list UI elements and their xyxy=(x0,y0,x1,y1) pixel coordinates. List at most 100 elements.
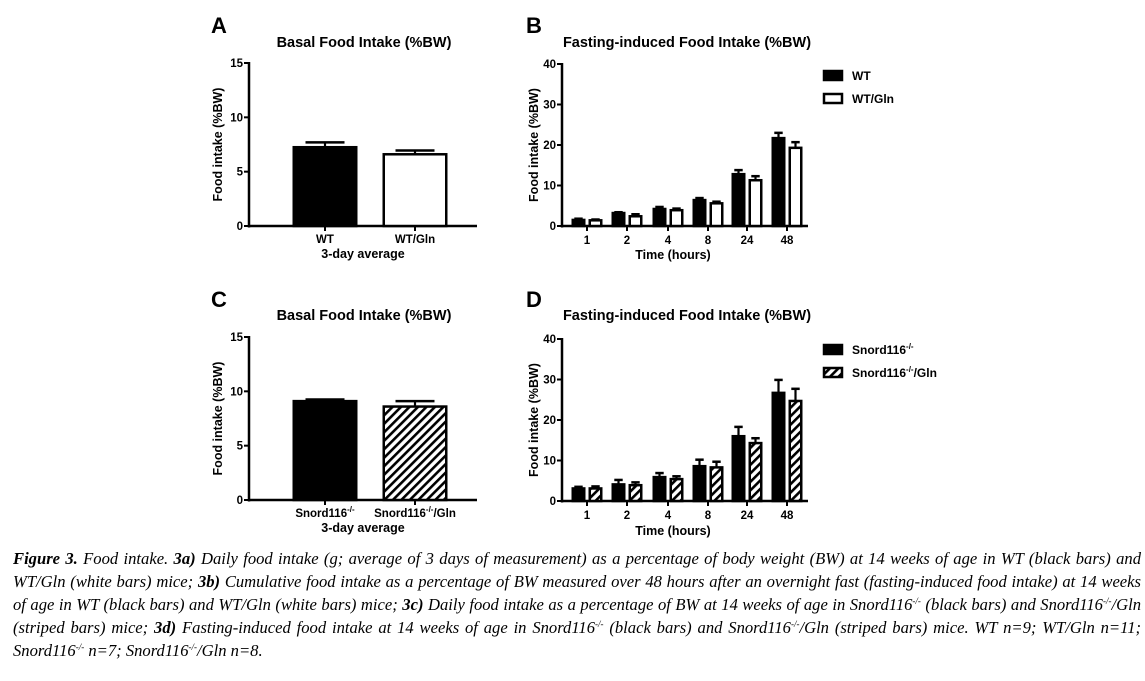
y-tick-label: 30 xyxy=(543,375,556,387)
caption-text: Cumulative food intake as a percentage o… xyxy=(13,572,1141,614)
x-tick-label: 4 xyxy=(665,510,672,522)
caption-bold: 3a) xyxy=(173,549,196,568)
chart-title: Basal Food Intake (%BW) xyxy=(277,308,452,324)
y-axis-label: Food intake (%BW) xyxy=(527,363,541,477)
panel-a: A Basal Food Intake (%BW) 0 5 10 15 Food intak… xyxy=(211,13,477,261)
bar xyxy=(292,145,358,228)
x-axis-label: Time (hours) xyxy=(635,524,710,538)
y-tick-label: 0 xyxy=(550,221,556,233)
caption-superscript: -/- xyxy=(75,642,85,652)
y-tick-label: 30 xyxy=(543,100,556,112)
y-tick-label: 0 xyxy=(550,496,556,508)
x-tick-label: 24 xyxy=(741,510,754,522)
x-tick-label: 2 xyxy=(624,510,630,522)
x-axis-label: Time (hours) xyxy=(635,248,710,262)
caption-text: n=7; Snord116 xyxy=(84,641,189,660)
caption-superscript: -/- xyxy=(790,619,800,629)
caption-text: (black bars) and Snord116 xyxy=(920,595,1103,614)
y-tick-label: 40 xyxy=(543,59,556,71)
bar xyxy=(571,487,586,503)
chart-title: Fasting-induced Food Intake (%BW) xyxy=(563,308,811,324)
x-tick-label: WT xyxy=(316,234,334,246)
caption-text: /Gln n=8. xyxy=(197,641,263,660)
bar xyxy=(748,178,763,228)
bar xyxy=(292,399,358,502)
caption-superscript: -/- xyxy=(595,619,604,629)
x-tick-label: WT/Gln xyxy=(395,234,435,246)
bar xyxy=(692,198,707,228)
y-tick-label: 5 xyxy=(237,167,244,179)
bar xyxy=(669,208,684,228)
bar xyxy=(652,475,667,503)
panel-letter: B xyxy=(526,13,542,38)
bar xyxy=(611,211,626,228)
bar xyxy=(709,202,724,228)
caption-text: Daily food intake as a percentage of BW … xyxy=(423,595,913,614)
bar xyxy=(628,483,643,503)
bar xyxy=(771,136,786,228)
bar xyxy=(771,391,786,503)
y-tick-label: 10 xyxy=(230,386,243,398)
caption-text: /Gln (striped bars) mice. WT n=9; WT/Gln… xyxy=(13,618,1142,660)
panel-b: B Fasting-induced Food Intake (%BW) 0 10 20 3… xyxy=(526,13,894,262)
y-tick-label: 20 xyxy=(543,140,556,152)
legend-label: WT/Gln xyxy=(852,92,894,106)
panel-letter: D xyxy=(526,287,542,312)
chart-title: Fasting-induced Food Intake (%BW) xyxy=(563,35,811,51)
caption-text: Daily food intake (g; average of 3 days … xyxy=(13,549,1141,591)
x-axis-label: 3-day average xyxy=(321,247,404,261)
x-axis-label: 3-day average xyxy=(321,521,404,535)
legend-swatch xyxy=(822,366,844,379)
y-tick-label: 15 xyxy=(230,332,243,344)
bar xyxy=(652,207,667,228)
y-axis-label: Food intake (%BW) xyxy=(211,362,225,476)
legend-swatch xyxy=(822,92,844,105)
bar xyxy=(788,399,803,503)
x-tick-label: 8 xyxy=(705,235,712,247)
x-tick-label: 4 xyxy=(665,235,672,247)
bar xyxy=(731,172,746,228)
caption-bold: 3c) xyxy=(402,595,424,614)
bar xyxy=(628,215,643,228)
chart-title: Basal Food Intake (%BW) xyxy=(277,35,452,51)
y-tick-label: 0 xyxy=(237,495,243,507)
bar xyxy=(788,146,803,228)
caption-superscript: -/- xyxy=(188,642,198,652)
y-tick-label: 10 xyxy=(230,112,243,124)
y-tick-label: 5 xyxy=(237,441,244,453)
bar xyxy=(571,218,586,228)
y-axis-label: Food intake (%BW) xyxy=(211,88,225,202)
y-tick-label: 10 xyxy=(543,456,556,468)
caption-text: Food intake. xyxy=(77,549,174,568)
caption-text: (black bars) and Snord116 xyxy=(603,618,791,637)
x-tick-label: 1 xyxy=(584,510,591,522)
y-tick-label: 40 xyxy=(543,334,556,346)
panel-c: C Basal Food Intake (%BW) 0 5 10 15 Food intak… xyxy=(211,287,477,535)
bar xyxy=(709,466,724,503)
x-tick-label: 2 xyxy=(624,235,630,247)
bar xyxy=(611,483,626,503)
x-tick-label: Snord116-/-/Gln xyxy=(374,505,456,520)
caption-bold: 3b) xyxy=(197,572,221,591)
y-tick-label: 10 xyxy=(543,181,556,193)
caption-text: /Gln (striped bars) mice; xyxy=(13,595,1141,637)
y-tick-label: 0 xyxy=(237,221,243,233)
y-tick-label: 20 xyxy=(543,415,556,427)
caption-bold: 3d) xyxy=(154,618,177,637)
caption-superscript: -/- xyxy=(912,596,921,606)
caption-superscript: -/- xyxy=(1102,596,1112,606)
x-tick-label: Snord116-/- xyxy=(295,505,355,520)
bar xyxy=(588,487,603,503)
legend-swatch xyxy=(822,69,844,82)
caption-text: Fasting-induced food intake at 14 weeks … xyxy=(176,618,596,637)
panel-letter: A xyxy=(211,13,227,38)
legend-label: Snord116-/- xyxy=(852,342,914,357)
x-tick-label: 48 xyxy=(781,510,794,522)
caption-bold: Figure 3. xyxy=(13,549,78,568)
x-tick-label: 8 xyxy=(705,510,712,522)
legend-label: Snord116-/-/Gln xyxy=(852,365,937,380)
legend-label: WT xyxy=(852,69,871,83)
bar xyxy=(588,219,603,228)
panel-letter: C xyxy=(211,287,227,312)
